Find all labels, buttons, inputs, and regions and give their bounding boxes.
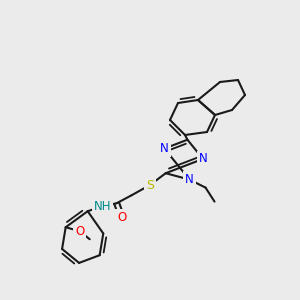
Text: NH: NH: [94, 200, 111, 213]
Text: S: S: [146, 179, 154, 192]
Text: N: N: [160, 142, 169, 155]
Text: O: O: [117, 211, 126, 224]
Text: O: O: [75, 225, 84, 238]
Text: N: N: [199, 152, 207, 165]
Text: N: N: [185, 173, 194, 186]
